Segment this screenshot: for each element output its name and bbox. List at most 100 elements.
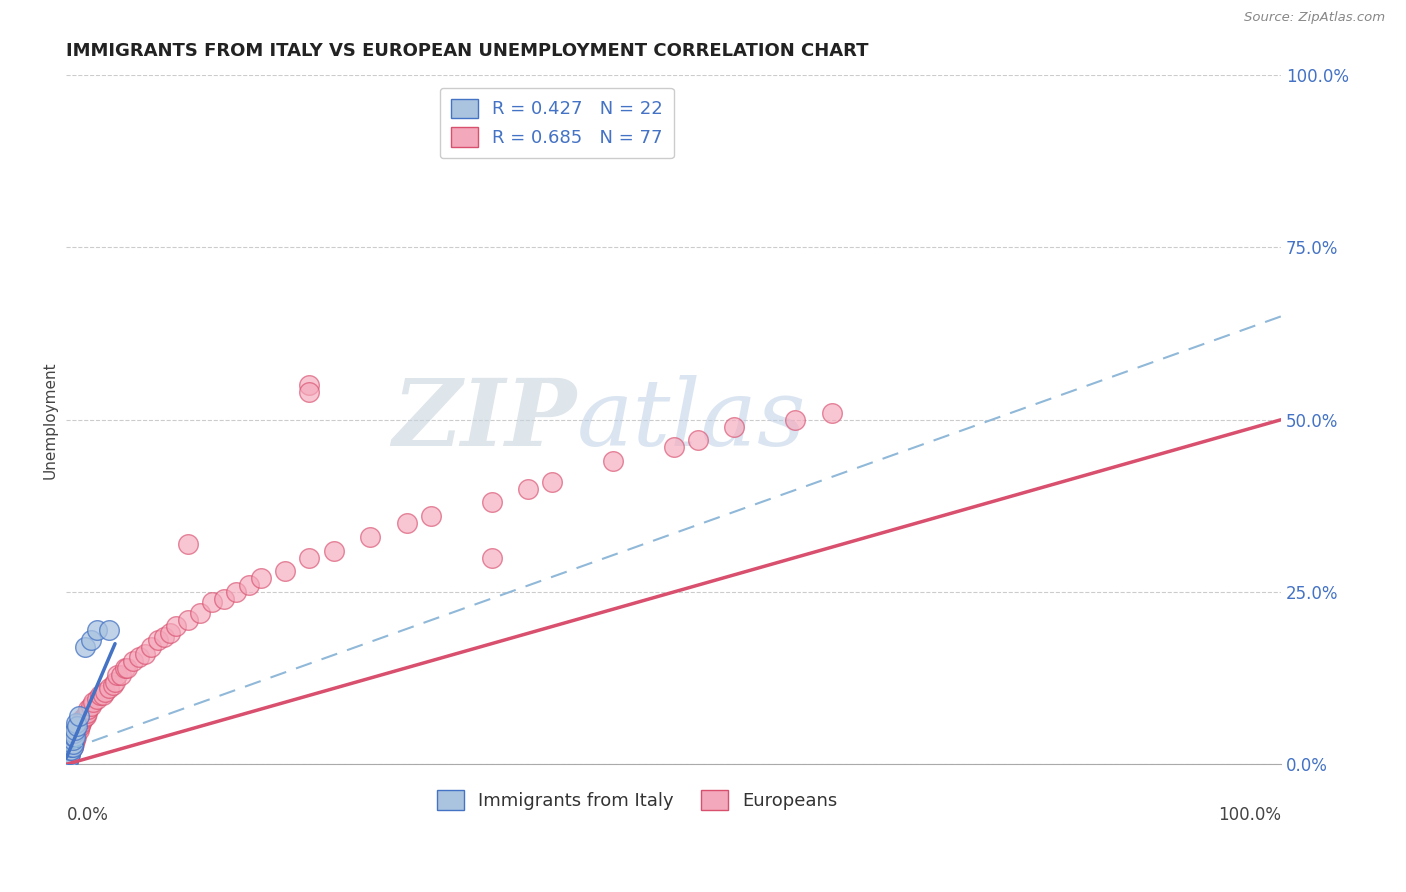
Point xyxy=(201,595,224,609)
Point xyxy=(58,750,80,764)
Point xyxy=(177,537,200,551)
Point xyxy=(86,691,108,706)
Point xyxy=(110,667,132,681)
Point xyxy=(56,754,79,768)
Point xyxy=(89,689,111,703)
Point xyxy=(70,713,93,727)
Point xyxy=(62,726,84,740)
Point xyxy=(59,743,82,757)
Point xyxy=(59,739,82,754)
Text: Source: ZipAtlas.com: Source: ZipAtlas.com xyxy=(1244,11,1385,24)
Point xyxy=(66,719,89,733)
Point xyxy=(214,591,236,606)
Point xyxy=(58,750,80,764)
Point xyxy=(67,719,90,733)
Point xyxy=(298,550,321,565)
Point xyxy=(59,747,82,761)
Point xyxy=(59,743,82,757)
Text: 100.0%: 100.0% xyxy=(1218,805,1281,823)
Point xyxy=(146,633,169,648)
Point xyxy=(785,413,807,427)
Point xyxy=(152,630,174,644)
Point xyxy=(62,733,84,747)
Y-axis label: Unemployment: Unemployment xyxy=(44,361,58,478)
Point xyxy=(91,689,114,703)
Point xyxy=(159,626,181,640)
Point xyxy=(481,495,503,509)
Point xyxy=(122,654,145,668)
Point xyxy=(104,674,127,689)
Point xyxy=(62,733,84,747)
Point xyxy=(141,640,163,654)
Point xyxy=(77,702,100,716)
Point xyxy=(56,750,79,764)
Point xyxy=(165,619,187,633)
Legend: Immigrants from Italy, Europeans: Immigrants from Italy, Europeans xyxy=(430,783,845,817)
Point xyxy=(134,647,156,661)
Point xyxy=(62,737,84,751)
Point xyxy=(274,565,297,579)
Point xyxy=(66,723,89,737)
Point xyxy=(65,715,87,730)
Point xyxy=(82,695,104,709)
Point xyxy=(177,613,200,627)
Point xyxy=(63,730,86,744)
Point xyxy=(101,678,124,692)
Point xyxy=(56,743,79,757)
Text: IMMIGRANTS FROM ITALY VS EUROPEAN UNEMPLOYMENT CORRELATION CHART: IMMIGRANTS FROM ITALY VS EUROPEAN UNEMPL… xyxy=(66,42,869,60)
Point xyxy=(97,623,120,637)
Point xyxy=(97,681,120,696)
Point xyxy=(723,419,745,434)
Point xyxy=(249,571,271,585)
Point xyxy=(94,685,117,699)
Point xyxy=(62,737,84,751)
Text: ZIP: ZIP xyxy=(392,375,576,465)
Point xyxy=(58,747,80,761)
Point xyxy=(73,640,96,654)
Point xyxy=(60,737,83,751)
Point xyxy=(322,543,344,558)
Point xyxy=(107,667,129,681)
Point xyxy=(56,750,79,764)
Point xyxy=(238,578,260,592)
Point xyxy=(128,650,150,665)
Point xyxy=(60,743,83,757)
Point xyxy=(188,606,211,620)
Point xyxy=(73,709,96,723)
Point xyxy=(56,747,79,761)
Point xyxy=(602,454,624,468)
Point xyxy=(59,747,82,761)
Point xyxy=(62,730,84,744)
Point xyxy=(395,516,418,530)
Point xyxy=(419,509,441,524)
Point xyxy=(67,723,90,737)
Point xyxy=(69,719,91,733)
Point xyxy=(481,550,503,565)
Text: atlas: atlas xyxy=(576,375,806,465)
Point xyxy=(686,434,709,448)
Point xyxy=(62,739,84,754)
Text: 0.0%: 0.0% xyxy=(66,805,108,823)
Point xyxy=(541,475,564,489)
Point xyxy=(70,715,93,730)
Point xyxy=(65,726,87,740)
Point xyxy=(56,754,79,768)
Point xyxy=(58,743,80,757)
Point xyxy=(359,530,381,544)
Point xyxy=(225,585,247,599)
Point xyxy=(58,747,80,761)
Point xyxy=(60,739,83,754)
Point xyxy=(114,661,136,675)
Point xyxy=(298,378,321,392)
Point xyxy=(60,739,83,754)
Point xyxy=(62,739,84,754)
Point xyxy=(62,737,84,751)
Point xyxy=(72,713,94,727)
Point xyxy=(60,743,83,757)
Point xyxy=(63,730,86,744)
Point xyxy=(80,698,103,713)
Point xyxy=(820,406,842,420)
Point xyxy=(76,706,98,720)
Point xyxy=(63,733,86,747)
Point xyxy=(75,709,97,723)
